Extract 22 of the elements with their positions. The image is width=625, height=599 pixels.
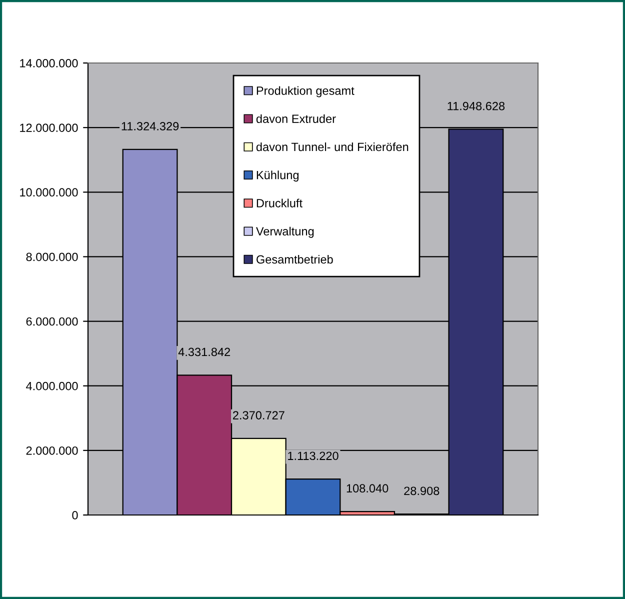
y-tick-label: 10.000.000 xyxy=(20,188,78,197)
legend-label: Gesamtbetrieb xyxy=(256,254,333,264)
y-tick-label: 14.000.000 xyxy=(20,59,78,68)
data-label: 108.040 xyxy=(346,484,388,493)
data-label: 4.331.842 xyxy=(178,348,230,356)
y-tick-label: 12.000.000 xyxy=(20,124,78,132)
data-label: 2.370.727 xyxy=(233,411,284,420)
data-label: 1.113.220 xyxy=(288,452,338,460)
legend-label: Produktion gesamt xyxy=(256,86,354,98)
y-tick-label: 8.000.000 xyxy=(26,252,78,262)
y-tick-label: 0 xyxy=(72,511,78,520)
data-label: 11.948.628 xyxy=(448,102,505,110)
legend-label: davon Extruder xyxy=(256,114,336,123)
data-label: 28.908 xyxy=(404,486,440,496)
legend-label: Verwaltung xyxy=(256,226,314,238)
data-label: 11.324.329 xyxy=(122,122,179,130)
y-tick-label: 6.000.000 xyxy=(26,317,78,326)
legend-label: Druckluft xyxy=(256,198,302,208)
y-tick-label: 2.000.000 xyxy=(26,446,78,455)
legend-label: davon Tunnel- und Fixieröfen xyxy=(256,142,408,152)
legend-label: Kühlung xyxy=(256,170,299,182)
y-tick-label: 4.000.000 xyxy=(26,382,78,390)
